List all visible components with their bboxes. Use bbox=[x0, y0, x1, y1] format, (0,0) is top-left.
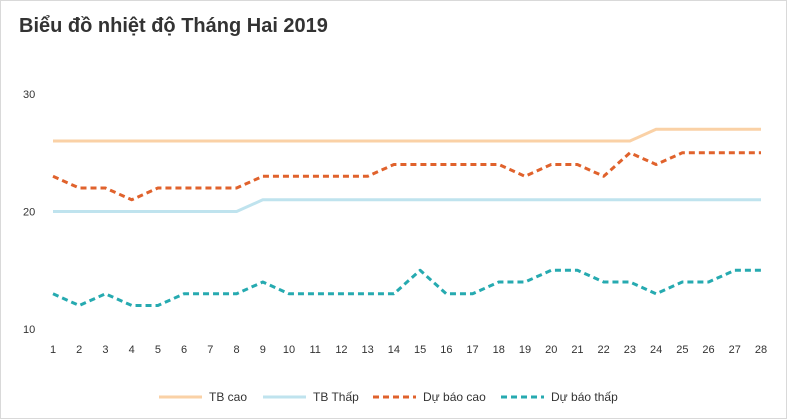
y-tick-label: 20 bbox=[23, 207, 35, 219]
x-tick-label: 1 bbox=[50, 344, 56, 356]
series-line-3 bbox=[52, 151, 761, 202]
x-tick-label: 22 bbox=[598, 344, 610, 356]
x-tick-label: 15 bbox=[414, 344, 426, 356]
x-tick-label: 9 bbox=[260, 344, 266, 356]
y-tick-label: 10 bbox=[23, 324, 35, 336]
x-tick-label: 28 bbox=[755, 344, 767, 356]
x-tick-label: 20 bbox=[545, 344, 557, 356]
legend-label: Dự báo cao bbox=[423, 390, 486, 404]
series-line-4 bbox=[52, 268, 761, 307]
x-tick-label: 8 bbox=[233, 344, 239, 356]
x-tick-label: 24 bbox=[650, 344, 662, 356]
x-tick-label: 26 bbox=[702, 344, 714, 356]
legend-label: TB Thấp bbox=[313, 390, 359, 404]
x-tick-label: 17 bbox=[466, 344, 478, 356]
x-tick-label: 3 bbox=[102, 344, 108, 356]
x-tick-label: 5 bbox=[155, 344, 161, 356]
chart-title: Biểu đồ nhiệt độ Tháng Hai 2019 bbox=[19, 15, 328, 37]
x-tick-label: 6 bbox=[181, 344, 187, 356]
x-tick-label: 19 bbox=[519, 344, 531, 356]
x-tick-label: 23 bbox=[624, 344, 636, 356]
x-tick-label: 7 bbox=[207, 344, 213, 356]
x-tick-label: 18 bbox=[493, 344, 505, 356]
x-tick-label: 4 bbox=[129, 344, 135, 356]
legend-label: Dự báo thấp bbox=[551, 390, 618, 404]
x-tick-label: 25 bbox=[676, 344, 688, 356]
x-tick-label: 27 bbox=[729, 344, 741, 356]
series-line-1 bbox=[53, 127, 761, 143]
series-line-2 bbox=[53, 198, 761, 213]
x-tick-label: 11 bbox=[310, 344, 321, 356]
x-tick-label: 16 bbox=[440, 344, 452, 356]
legend-label: TB cao bbox=[209, 390, 247, 404]
x-tick-label: 21 bbox=[571, 344, 583, 356]
y-tick-label: 30 bbox=[23, 89, 35, 101]
x-tick-label: 13 bbox=[362, 344, 374, 356]
x-tick-label: 10 bbox=[283, 344, 295, 356]
x-tick-label: 2 bbox=[76, 344, 82, 356]
x-tick-label: 14 bbox=[388, 344, 400, 356]
x-tick-label: 12 bbox=[335, 344, 347, 356]
